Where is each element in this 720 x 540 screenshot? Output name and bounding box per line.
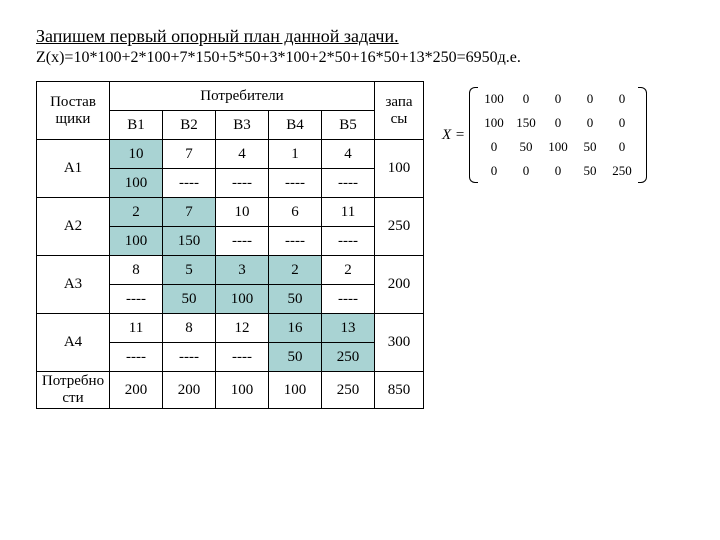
alloc-cell: 100: [216, 285, 269, 314]
stocks-header: запасы: [375, 82, 424, 140]
cost-cell: 7: [163, 198, 216, 227]
mx-cell: 0: [478, 159, 510, 183]
mx-cell: 0: [542, 159, 574, 183]
cost-cell: 4: [322, 140, 375, 169]
need-cell: 100: [269, 372, 322, 409]
mx-cell: 0: [574, 111, 606, 135]
mx-cell: 0: [542, 87, 574, 111]
cost-cell: 13: [322, 314, 375, 343]
matrix-label: X =: [442, 127, 465, 144]
mx-cell: 0: [574, 87, 606, 111]
cost-cell: 6: [269, 198, 322, 227]
cost-cell: 16: [269, 314, 322, 343]
alloc-cell: 50: [269, 285, 322, 314]
mx-cell: 100: [478, 111, 510, 135]
cost-cell: 10: [216, 198, 269, 227]
mx-cell: 0: [542, 111, 574, 135]
cost-cell: 11: [322, 198, 375, 227]
cost-cell: 8: [163, 314, 216, 343]
alloc-cell: ----: [110, 343, 163, 372]
mx-cell: 0: [606, 135, 638, 159]
mx-cell: 100: [478, 87, 510, 111]
cost-cell: 1: [269, 140, 322, 169]
row-a2: A2: [37, 198, 110, 256]
cost-cell: 10: [110, 140, 163, 169]
cost-cell: 5: [163, 256, 216, 285]
mx-cell: 250: [606, 159, 638, 183]
bracket-right-icon: [638, 87, 647, 183]
alloc-cell: ----: [216, 169, 269, 198]
bracket-left-icon: [469, 87, 478, 183]
mx-cell: 100: [542, 135, 574, 159]
mx-cell: 0: [510, 87, 542, 111]
mx-cell: 0: [478, 135, 510, 159]
alloc-cell: 100: [110, 227, 163, 256]
transport-table: Поставщики Потребители запасы B1 B2 B3 B…: [36, 81, 424, 409]
mx-cell: 0: [510, 159, 542, 183]
mx-cell: 0: [606, 87, 638, 111]
need-cell: 200: [110, 372, 163, 409]
page-title: Запишем первый опорный план данной задач…: [36, 26, 684, 47]
stock-cell: 200: [375, 256, 424, 314]
mx-cell: 50: [574, 135, 606, 159]
alloc-cell: 100: [110, 169, 163, 198]
alloc-cell: ----: [216, 343, 269, 372]
alloc-cell: ----: [269, 227, 322, 256]
cost-cell: 8: [110, 256, 163, 285]
mx-cell: 150: [510, 111, 542, 135]
cost-cell: 4: [216, 140, 269, 169]
alloc-cell: 50: [269, 343, 322, 372]
row-a4: A4: [37, 314, 110, 372]
stock-cell: 250: [375, 198, 424, 256]
alloc-cell: 250: [322, 343, 375, 372]
alloc-cell: 150: [163, 227, 216, 256]
cost-cell: 3: [216, 256, 269, 285]
row-a3: A3: [37, 256, 110, 314]
stock-cell: 100: [375, 140, 424, 198]
col-b3: B3: [216, 111, 269, 140]
alloc-cell: ----: [216, 227, 269, 256]
col-b4: B4: [269, 111, 322, 140]
cost-cell: 2: [322, 256, 375, 285]
consumers-header: Потребители: [110, 82, 375, 111]
matrix-x: X = 100 0 0 0 0 100 150 0 0 0 0 50 100 5…: [442, 87, 647, 183]
alloc-cell: ----: [322, 227, 375, 256]
row-a1: A1: [37, 140, 110, 198]
cost-cell: 11: [110, 314, 163, 343]
stock-cell: 300: [375, 314, 424, 372]
mx-cell: 50: [574, 159, 606, 183]
z-formula: Z(x)=10*100+2*100+7*150+5*50+3*100+2*50+…: [36, 49, 684, 67]
col-b2: B2: [163, 111, 216, 140]
need-cell: 200: [163, 372, 216, 409]
alloc-cell: ----: [163, 169, 216, 198]
cost-cell: 7: [163, 140, 216, 169]
needs-header: Потребности: [37, 372, 110, 409]
cost-cell: 2: [110, 198, 163, 227]
mx-cell: 0: [606, 111, 638, 135]
cost-cell: 2: [269, 256, 322, 285]
alloc-cell: 50: [163, 285, 216, 314]
alloc-cell: ----: [322, 169, 375, 198]
alloc-cell: ----: [322, 285, 375, 314]
cost-cell: 12: [216, 314, 269, 343]
need-cell: 850: [375, 372, 424, 409]
col-b5: B5: [322, 111, 375, 140]
need-cell: 100: [216, 372, 269, 409]
alloc-cell: ----: [163, 343, 216, 372]
mx-cell: 50: [510, 135, 542, 159]
alloc-cell: ----: [269, 169, 322, 198]
suppliers-header: Поставщики: [37, 82, 110, 140]
matrix-body: 100 0 0 0 0 100 150 0 0 0 0 50 100 50 0: [478, 87, 638, 183]
col-b1: B1: [110, 111, 163, 140]
alloc-cell: ----: [110, 285, 163, 314]
need-cell: 250: [322, 372, 375, 409]
